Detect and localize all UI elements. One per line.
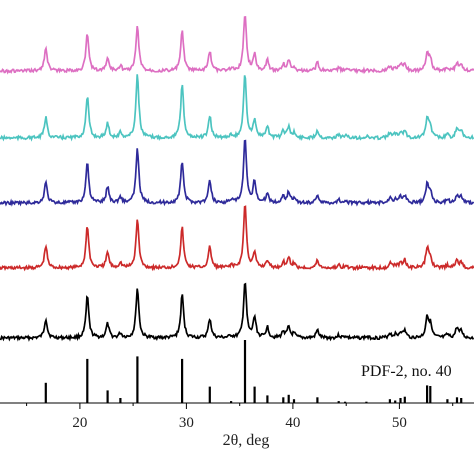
diffraction-patterns	[0, 16, 474, 342]
pattern-line-3	[0, 139, 474, 207]
x-axis: 20 30 40 50	[0, 402, 474, 431]
pattern-line-5	[0, 16, 474, 75]
reference-pattern	[44, 340, 463, 403]
x-tick-label: 40	[285, 415, 300, 431]
x-tick-label: 20	[72, 415, 87, 431]
pattern-line-4	[0, 74, 474, 142]
x-axis-title: 2θ, deg	[223, 432, 270, 449]
reference-label: PDF-2, no. 40	[361, 363, 452, 380]
pattern-line-1	[0, 282, 474, 342]
x-tick-label: 50	[392, 415, 407, 431]
pattern-line-2	[0, 205, 474, 272]
x-tick-label: 30	[179, 415, 194, 431]
